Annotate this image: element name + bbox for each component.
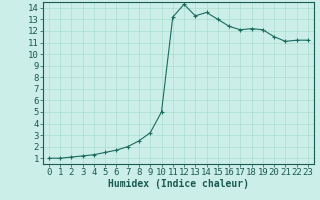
X-axis label: Humidex (Indice chaleur): Humidex (Indice chaleur)	[108, 179, 249, 189]
